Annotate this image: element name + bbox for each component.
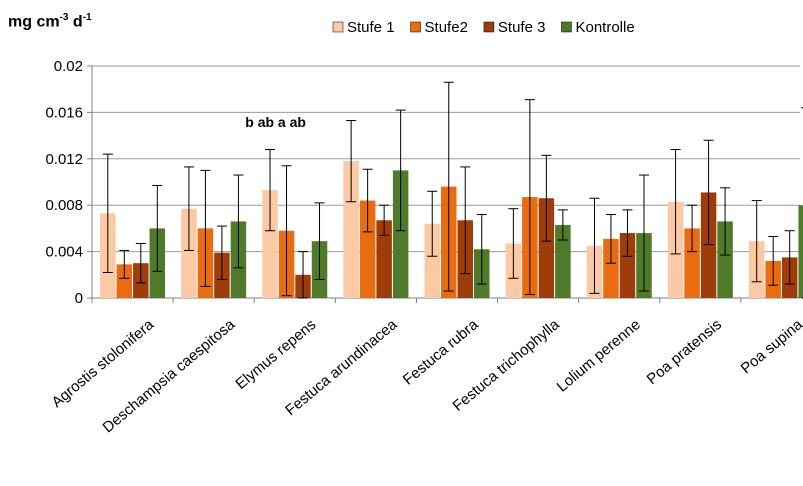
y-tick-label: 0.016 — [45, 104, 83, 121]
category-label: Poa supina — [738, 316, 803, 378]
y-tick-label: 0.012 — [45, 151, 83, 168]
y-axis-unit-label: mg cm-3 d-1 — [8, 12, 92, 31]
bar — [376, 220, 392, 298]
y-tick-label: 0.02 — [54, 58, 83, 75]
bar — [700, 192, 717, 298]
y-tick-label: 0.004 — [45, 244, 83, 261]
legend-label: Stufe2 — [425, 19, 468, 36]
legend-swatch — [483, 21, 495, 33]
legend-swatch — [561, 21, 572, 33]
bar — [717, 221, 733, 298]
bar — [343, 161, 359, 298]
bar — [619, 233, 636, 298]
bar — [684, 228, 700, 298]
legend-swatch — [410, 21, 421, 33]
y-tick-label: 0.008 — [45, 197, 83, 214]
bar — [424, 223, 440, 298]
category-label: Festuca rubra — [400, 316, 482, 389]
bar — [555, 224, 571, 298]
bar — [181, 208, 197, 298]
bar — [603, 238, 619, 298]
bar — [116, 264, 133, 298]
category-label: Poa pratensis — [644, 316, 725, 388]
significance-annotation: b ab a ab — [245, 114, 306, 130]
bar — [262, 190, 278, 298]
legend-label: Stufe 1 — [347, 19, 395, 36]
category-label: Lolium perenne — [554, 316, 644, 395]
category-label: Deschampsia caespitosa — [100, 316, 239, 437]
legend-label: Kontrolle — [575, 19, 634, 36]
legend-label: Stufe 3 — [498, 19, 546, 36]
bar — [798, 205, 803, 298]
legend-swatch — [332, 21, 344, 33]
category-label: Elymus repens — [232, 316, 319, 393]
y-tick-label: 0 — [75, 290, 83, 307]
bar — [392, 170, 409, 298]
bar — [359, 200, 376, 298]
bar — [538, 198, 555, 298]
